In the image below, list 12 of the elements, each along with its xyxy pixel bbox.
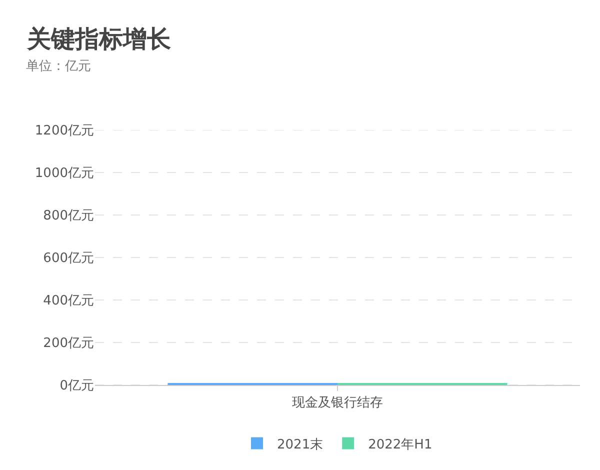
y-tick-label: 1200亿元 xyxy=(34,124,94,139)
y-tick-label: 200亿元 xyxy=(43,336,94,352)
y-tick-label: 0亿元 xyxy=(60,378,94,394)
y-tick-label: 1000亿元 xyxy=(34,166,94,182)
chart-title: 关键指标增长 xyxy=(26,25,171,53)
y-tick-label: 400亿元 xyxy=(43,294,94,309)
legend-label: 2022年H1 xyxy=(368,437,432,452)
y-tick-label: 800亿元 xyxy=(43,208,94,224)
y-tick-label: 600亿元 xyxy=(43,251,94,266)
chart-subtitle: 单位：亿元 xyxy=(26,59,91,74)
legend-label: 2021末 xyxy=(277,437,324,452)
x-tick-label: 现金及银行结存 xyxy=(292,396,383,411)
